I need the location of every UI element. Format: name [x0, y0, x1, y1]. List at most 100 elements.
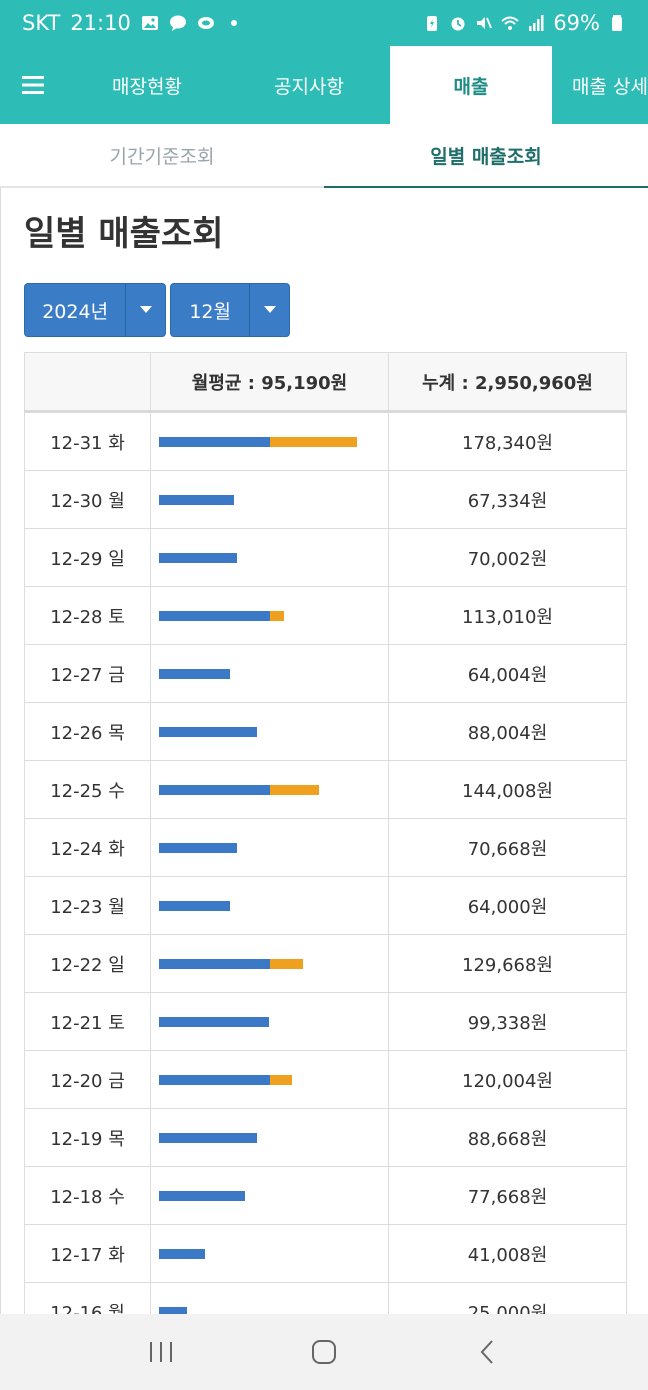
table-row: 12-30 월 67,334원 [24, 470, 627, 529]
row-date: 12-29 일 [24, 528, 151, 587]
clock-time: 21:10 [70, 11, 131, 35]
row-sales-bar-cell [150, 876, 389, 935]
sales-bar-base [159, 1248, 205, 1259]
table-row: 12-26 목 88,004원 [24, 702, 627, 761]
sales-bar-base [159, 1074, 270, 1085]
row-sales-bar-cell [150, 1224, 389, 1283]
row-date: 12-26 목 [24, 702, 151, 761]
sales-bar [159, 726, 388, 737]
sales-bar-base [159, 958, 270, 969]
sales-bar [159, 900, 388, 911]
recent-apps-icon [150, 1342, 173, 1362]
daily-sales-table: 월평균 : 95,190원 누계 : 2,950,960원 12-31 화 178… [24, 352, 627, 1314]
sales-bar-base [159, 552, 237, 563]
content-area: 일별 매출조회 2024년 12월 월평균 : 95,190원 누계 : 2,9… [0, 188, 648, 1314]
row-date: 12-21 토 [24, 992, 151, 1051]
table-row: 12-20 금 120,004원 [24, 1050, 627, 1109]
sales-bar [159, 668, 388, 679]
battery-level: 69% [553, 11, 600, 35]
month-select[interactable]: 12월 [170, 283, 290, 337]
row-sales-bar-cell [150, 992, 389, 1051]
nav-tab-store-status[interactable]: 매장현황 [112, 75, 182, 98]
sales-bar-base [159, 1190, 246, 1201]
table-row: 12-23 월 64,000원 [24, 876, 627, 935]
month-dropdown-button[interactable] [250, 284, 289, 336]
sales-bar [159, 958, 388, 969]
row-date: 12-19 목 [24, 1108, 151, 1167]
table-row: 12-17 화 41,008원 [24, 1224, 627, 1283]
caret-down-icon [139, 306, 152, 313]
menu-button[interactable] [0, 46, 66, 124]
sales-bar [159, 552, 388, 563]
row-amount: 64,000원 [388, 876, 627, 935]
table-body: 12-31 화 178,340원 12-30 월 67,334원 12-29 일 70,0… [24, 411, 627, 1314]
sales-bar-excess [270, 958, 303, 969]
row-date: 12-24 화 [24, 818, 151, 877]
row-date: 12-27 금 [24, 644, 151, 703]
recent-apps-button[interactable] [141, 1332, 181, 1372]
nav-tab-sales[interactable]: 매출 [390, 46, 552, 124]
row-sales-bar-cell [150, 1108, 389, 1167]
signal-icon [527, 14, 545, 32]
status-bar-left: SKT 21:10 [22, 11, 243, 35]
back-icon [480, 1340, 493, 1364]
back-button[interactable] [467, 1332, 507, 1372]
status-bar: SKT 21:10 69% [0, 0, 648, 46]
sales-bar-base [159, 1306, 187, 1314]
nav-tab-notices[interactable]: 공지사항 [274, 75, 344, 98]
table-row: 12-19 목 88,668원 [24, 1108, 627, 1167]
sub-tabs: 기간기준조회 일별 매출조회 [0, 124, 648, 188]
carrier-label: SKT [22, 11, 61, 35]
row-date: 12-17 화 [24, 1224, 151, 1283]
wifi-icon [501, 14, 519, 32]
row-date: 12-18 수 [24, 1166, 151, 1225]
row-amount: 41,008원 [388, 1224, 627, 1283]
system-navigation-bar [0, 1314, 648, 1390]
sales-bar-base [159, 1132, 258, 1143]
row-date: 12-23 월 [24, 876, 151, 935]
mute-icon [475, 14, 493, 32]
subtab-period-query[interactable]: 기간기준조회 [0, 124, 324, 188]
row-date: 12-31 화 [24, 411, 151, 471]
sales-bar [159, 1248, 388, 1259]
row-sales-bar-cell [150, 934, 389, 993]
sales-bar-excess [270, 436, 357, 447]
home-button[interactable] [304, 1332, 344, 1372]
chat-talk-icon [169, 14, 187, 32]
sales-bar [159, 842, 388, 853]
year-select-value[interactable]: 2024년 [25, 284, 127, 336]
row-date: 12-25 수 [24, 760, 151, 819]
caret-down-icon [263, 306, 276, 313]
row-amount: 113,010원 [388, 586, 627, 645]
row-amount: 88,668원 [388, 1108, 627, 1167]
row-sales-bar-cell [150, 760, 389, 819]
sales-bar [159, 1132, 388, 1143]
sales-bar [159, 494, 388, 505]
table-header-row: 월평균 : 95,190원 누계 : 2,950,960원 [24, 352, 627, 413]
sales-bar-excess [270, 1074, 293, 1085]
notification-dot-icon [225, 14, 243, 32]
row-sales-bar-cell [150, 644, 389, 703]
row-date: 12-20 금 [24, 1050, 151, 1109]
year-dropdown-button[interactable] [126, 284, 165, 336]
row-amount: 77,668원 [388, 1166, 627, 1225]
row-amount: 120,004원 [388, 1050, 627, 1109]
nav-tab-sales-detail[interactable]: 매출 상세 [572, 75, 648, 98]
sales-bar [159, 1016, 388, 1027]
month-select-value[interactable]: 12월 [171, 284, 251, 336]
subtab-daily-sales[interactable]: 일별 매출조회 [324, 124, 648, 188]
cloud-message-icon [197, 14, 215, 32]
cumulative-total-header: 누계 : 2,950,960원 [388, 352, 627, 413]
sales-bar [159, 1190, 388, 1201]
year-select[interactable]: 2024년 [24, 283, 166, 337]
battery-icon [608, 14, 626, 32]
row-sales-bar-cell [150, 411, 389, 471]
row-date: 12-28 토 [24, 586, 151, 645]
row-amount: 144,008원 [388, 760, 627, 819]
sales-bar-base [159, 784, 270, 795]
row-sales-bar-cell [150, 702, 389, 761]
sales-bar [159, 436, 388, 447]
sales-bar-base [159, 726, 257, 737]
battery-saver-icon [423, 14, 441, 32]
sales-bar-excess [270, 784, 319, 795]
